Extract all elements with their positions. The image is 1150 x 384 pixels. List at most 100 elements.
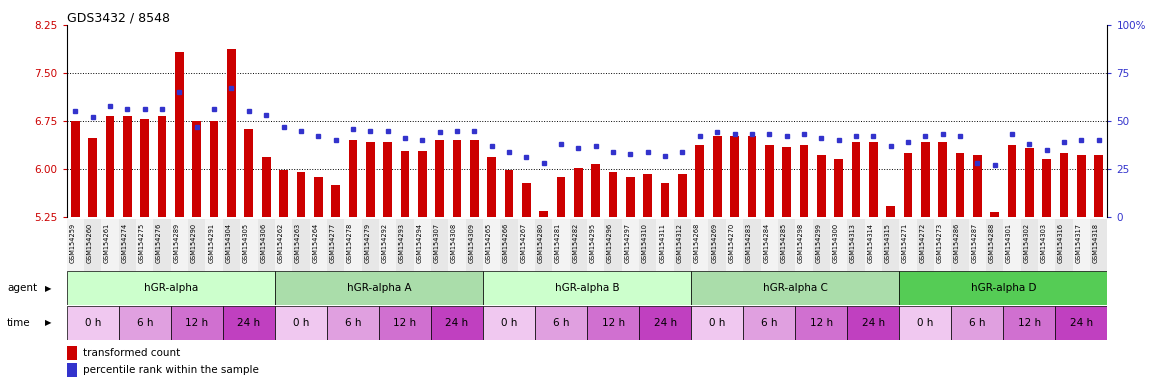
Text: GSM154272: GSM154272 [919,223,926,263]
Bar [378,306,431,340]
Text: GSM154311: GSM154311 [659,223,665,263]
Text: GSM154279: GSM154279 [365,223,370,263]
Text: 0 h: 0 h [918,318,934,328]
Bar [1042,159,1051,217]
Bar [431,306,483,340]
Bar [968,219,986,271]
Bar [488,157,496,217]
Bar [275,219,292,271]
Bar [89,138,97,217]
Bar [777,219,795,271]
Bar [795,306,848,340]
Bar [661,183,669,217]
Bar [938,142,946,217]
Bar [505,170,513,217]
Bar [327,219,344,271]
Text: 12 h: 12 h [393,318,416,328]
Text: hGR-alpha A: hGR-alpha A [346,283,412,293]
Bar [397,219,414,271]
Bar [608,172,618,217]
Bar [765,145,774,217]
Text: 6 h: 6 h [553,318,569,328]
Text: GSM154308: GSM154308 [451,223,457,263]
Text: 6 h: 6 h [761,318,777,328]
Bar [279,170,288,217]
Text: 12 h: 12 h [185,318,208,328]
Text: ▶: ▶ [45,318,52,328]
Bar [1003,219,1021,271]
Bar [67,363,77,377]
Bar [153,219,171,271]
Bar [696,145,704,217]
Bar [816,155,826,217]
Bar [84,219,101,271]
Bar [708,219,726,271]
Text: 24 h: 24 h [861,318,884,328]
Bar [361,219,378,271]
Bar [483,219,500,271]
Text: GSM154286: GSM154286 [954,223,960,263]
Text: GSM154264: GSM154264 [312,223,319,263]
Text: GSM154318: GSM154318 [1092,223,1098,263]
Bar [158,116,167,217]
Bar [483,306,535,340]
Bar [275,306,327,340]
Text: GSM154312: GSM154312 [676,223,682,263]
Bar [414,219,431,271]
Bar [569,219,586,271]
Text: hGR-alpha: hGR-alpha [144,283,198,293]
Text: GSM154303: GSM154303 [1041,223,1046,263]
Bar [223,219,240,271]
Text: GSM154288: GSM154288 [989,223,995,263]
Text: GSM154314: GSM154314 [867,223,873,263]
Bar [539,210,549,217]
Bar [1021,219,1038,271]
Bar [136,219,153,271]
Text: 6 h: 6 h [969,318,986,328]
Bar [795,219,813,271]
Bar [431,219,448,271]
Bar [436,140,444,217]
Bar [748,136,757,217]
Text: GSM154289: GSM154289 [174,223,179,263]
Text: 24 h: 24 h [445,318,468,328]
Bar [535,306,588,340]
Bar [644,174,652,217]
Text: GSM154283: GSM154283 [746,223,752,263]
Text: GSM154290: GSM154290 [191,223,197,263]
Bar [848,306,899,340]
Text: 24 h: 24 h [237,318,260,328]
Bar [522,183,530,217]
Text: hGR-alpha D: hGR-alpha D [971,283,1036,293]
Bar [586,219,605,271]
Text: 12 h: 12 h [601,318,624,328]
Bar [639,306,691,340]
Bar [726,219,743,271]
Bar [899,219,917,271]
Bar [986,219,1003,271]
Text: GSM154280: GSM154280 [538,223,544,263]
Bar [400,151,409,217]
Bar [292,219,309,271]
Bar [760,219,777,271]
Bar [297,172,305,217]
Text: GSM154273: GSM154273 [936,223,943,263]
Text: GSM154298: GSM154298 [798,223,804,263]
Bar [258,219,275,271]
Bar [106,116,114,217]
Text: transformed count: transformed count [83,348,181,358]
Bar [1078,155,1086,217]
Bar [101,219,118,271]
Text: agent: agent [7,283,37,293]
Text: 12 h: 12 h [1018,318,1041,328]
Bar [1090,219,1107,271]
Bar [67,346,77,360]
Bar [691,219,708,271]
Text: GSM154284: GSM154284 [764,223,769,263]
Text: 6 h: 6 h [345,318,361,328]
Text: GSM154309: GSM154309 [468,223,474,263]
Bar [223,306,275,340]
Bar [743,219,760,271]
Bar [830,219,848,271]
Bar [466,219,483,271]
